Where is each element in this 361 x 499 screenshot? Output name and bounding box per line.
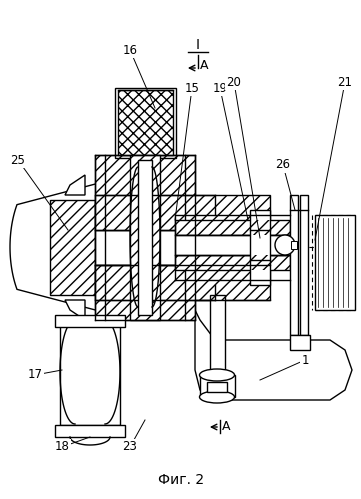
Bar — [95, 195, 270, 230]
Bar — [118, 90, 173, 155]
Bar — [95, 230, 195, 265]
Bar — [315, 215, 355, 310]
Bar — [130, 155, 160, 320]
Text: 16: 16 — [122, 43, 138, 56]
Text: I: I — [196, 38, 200, 52]
Bar — [175, 220, 290, 235]
Text: 19: 19 — [213, 81, 227, 94]
Bar — [290, 195, 298, 335]
Text: 1: 1 — [301, 353, 309, 366]
Text: 17: 17 — [27, 368, 43, 382]
Bar — [207, 382, 227, 392]
Text: 23: 23 — [123, 441, 138, 454]
Circle shape — [275, 235, 295, 255]
Bar — [95, 155, 195, 230]
Bar — [175, 235, 290, 255]
Bar — [291, 241, 297, 249]
Text: A: A — [222, 421, 231, 434]
Ellipse shape — [200, 369, 235, 381]
Bar — [118, 90, 173, 155]
Bar — [55, 315, 125, 327]
Bar — [55, 425, 125, 437]
Bar — [175, 220, 290, 235]
Bar — [290, 335, 310, 350]
Bar — [250, 210, 270, 285]
Bar — [60, 320, 120, 425]
Ellipse shape — [200, 391, 235, 403]
Bar — [95, 265, 270, 300]
Bar — [175, 255, 290, 270]
Bar — [138, 160, 152, 315]
Polygon shape — [65, 175, 85, 195]
Text: 25: 25 — [10, 154, 25, 167]
Bar — [50, 200, 95, 295]
Bar — [175, 255, 290, 270]
Bar — [300, 195, 308, 335]
Polygon shape — [65, 300, 85, 320]
Polygon shape — [195, 310, 352, 400]
Bar — [115, 88, 176, 158]
Text: 26: 26 — [275, 159, 291, 172]
Bar — [95, 265, 270, 300]
Bar — [95, 265, 195, 320]
Bar — [95, 155, 195, 230]
Text: A: A — [200, 58, 209, 71]
Bar — [95, 195, 270, 230]
Text: 20: 20 — [227, 75, 242, 88]
Polygon shape — [10, 180, 140, 314]
Bar — [210, 295, 225, 380]
Bar — [130, 155, 160, 320]
Text: 18: 18 — [55, 441, 69, 454]
Text: 15: 15 — [184, 81, 199, 94]
Text: 21: 21 — [338, 75, 352, 88]
Bar — [50, 200, 95, 295]
Bar — [95, 265, 195, 320]
Bar — [200, 375, 235, 397]
Text: Фиг. 2: Фиг. 2 — [158, 473, 204, 487]
